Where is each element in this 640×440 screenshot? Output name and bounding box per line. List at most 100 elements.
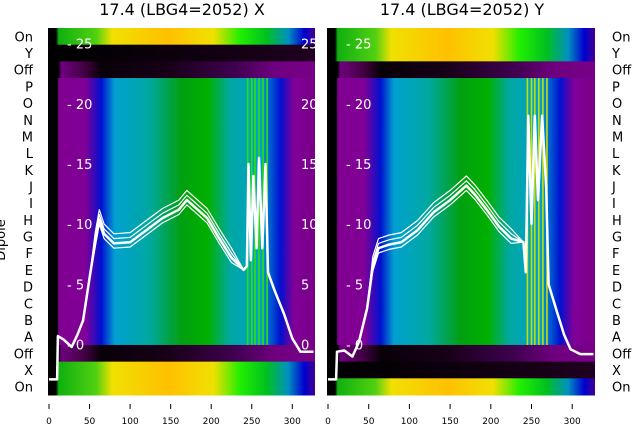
heatmap-row-d: [327, 278, 595, 296]
row-label: C: [24, 297, 33, 312]
row-label: D: [612, 281, 622, 296]
row-label: X: [24, 364, 33, 379]
row-label: O: [612, 97, 622, 112]
row-label: K: [24, 164, 33, 179]
heatmap-row-e: [48, 261, 315, 279]
heatmap-row-b: [48, 311, 315, 329]
row-label: X: [612, 364, 621, 379]
heatmap-row-e: [327, 261, 595, 279]
heatmap-streak: [538, 78, 540, 345]
heatmap-row-y: [327, 44, 595, 62]
x-tick-label: 150: [162, 417, 179, 427]
y-axis-label: Dipole: [0, 219, 9, 260]
heatmap-row-n: [48, 111, 315, 129]
chart-title-x: 17.4 (LBG4=2052) X: [99, 0, 265, 19]
row-label: On: [612, 381, 630, 396]
row-label: L: [26, 147, 34, 162]
overlay-y-tick-label: - 10: [67, 218, 92, 233]
heatmap-row-off: [327, 61, 595, 79]
row-label: Y: [24, 47, 33, 62]
overlay-y-tick-label: - 25: [67, 38, 92, 53]
x-tick-label: 300: [564, 417, 581, 427]
overlay-y-tick-label: - 15: [346, 158, 371, 173]
heatmap-streak: [258, 78, 260, 345]
row-label: C: [612, 297, 621, 312]
row-label: E: [25, 264, 33, 279]
row-label: M: [22, 130, 33, 145]
heatmap-row-b: [327, 311, 595, 329]
heatmap-row-y: [48, 44, 315, 62]
heatmap-row-x: [327, 361, 595, 379]
heatmap-row-f: [48, 244, 315, 263]
row-label: N: [23, 114, 33, 129]
row-label: F: [26, 247, 33, 262]
row-label: H: [612, 214, 622, 229]
row-label: J: [611, 180, 616, 195]
overlay-y-tick-label: - 5: [67, 278, 84, 293]
x-tick-label: 300: [284, 417, 301, 427]
heatmap-streak: [533, 78, 536, 345]
heatmap-row-n: [327, 111, 595, 129]
row-label: Y: [611, 47, 620, 62]
row-label: D: [23, 281, 33, 296]
heatmap-row-off: [48, 61, 315, 79]
row-label: L: [612, 147, 620, 162]
heatmap-row-f: [327, 244, 595, 263]
heatmap-row-off: [327, 344, 595, 363]
x-tick-label: 50: [84, 417, 96, 427]
overlay-y-tick-label-right: 15: [301, 158, 318, 173]
overlay-y-tick-label-right: 20: [301, 98, 318, 113]
row-label: On: [15, 30, 33, 45]
heatmap-row-on: [327, 28, 595, 46]
heatmap-row-a: [48, 328, 315, 346]
overlay-line-series: [49, 157, 314, 380]
overlay-y-tick-label: - 20: [67, 98, 92, 113]
heatmap-row-m: [48, 128, 315, 146]
heatmap-row-a: [327, 328, 595, 346]
x-tick-label: 250: [243, 417, 260, 427]
overlay-y-tick-label: - 5: [346, 278, 363, 293]
x-tick-label: 0: [325, 417, 331, 427]
row-label: P: [612, 80, 620, 95]
row-label: M: [612, 130, 623, 145]
row-label: Off: [14, 64, 34, 79]
heatmap-row-off: [48, 344, 315, 363]
row-label: B: [612, 314, 621, 329]
row-label: J: [28, 180, 33, 195]
x-tick-label: 50: [363, 417, 375, 427]
x-tick-label: 0: [46, 417, 52, 427]
row-label: B: [24, 314, 33, 329]
x-tick-label: 150: [442, 417, 459, 427]
heatmap-row-on: [48, 28, 315, 46]
row-label: G: [612, 231, 622, 246]
heatmap-streak: [542, 78, 544, 345]
row-label: I: [29, 197, 33, 212]
row-label: On: [15, 381, 33, 396]
heatmap-row-c: [48, 294, 315, 313]
row-label: P: [25, 80, 33, 95]
heatmap-row-on: [48, 378, 315, 396]
row-label: G: [23, 231, 33, 246]
overlay-y-tick-label: - 10: [346, 218, 371, 233]
heatmap-row-m: [327, 128, 595, 146]
overlay-y-tick-label-right: 0: [301, 338, 309, 353]
row-label: N: [612, 114, 622, 129]
heatmap-row-j: [48, 178, 315, 196]
overlay-y-tick-label: - 25: [346, 38, 371, 53]
heatmap-row-x: [48, 361, 315, 379]
overlay-y-tick-label-right: 25: [301, 38, 318, 53]
heatmap-row-on: [327, 378, 595, 396]
heatmap-row-p: [48, 78, 315, 96]
row-label: I: [612, 197, 616, 212]
x-tick-label: 200: [482, 417, 499, 427]
x-tick-label: 100: [122, 417, 139, 427]
overlay-line-series: [328, 115, 594, 380]
row-label: F: [612, 247, 619, 262]
row-label: O: [23, 97, 33, 112]
overlay-y-tick-label: - 20: [346, 98, 371, 113]
heatmap-row-p: [327, 78, 595, 96]
heatmap-row-i: [327, 194, 595, 212]
